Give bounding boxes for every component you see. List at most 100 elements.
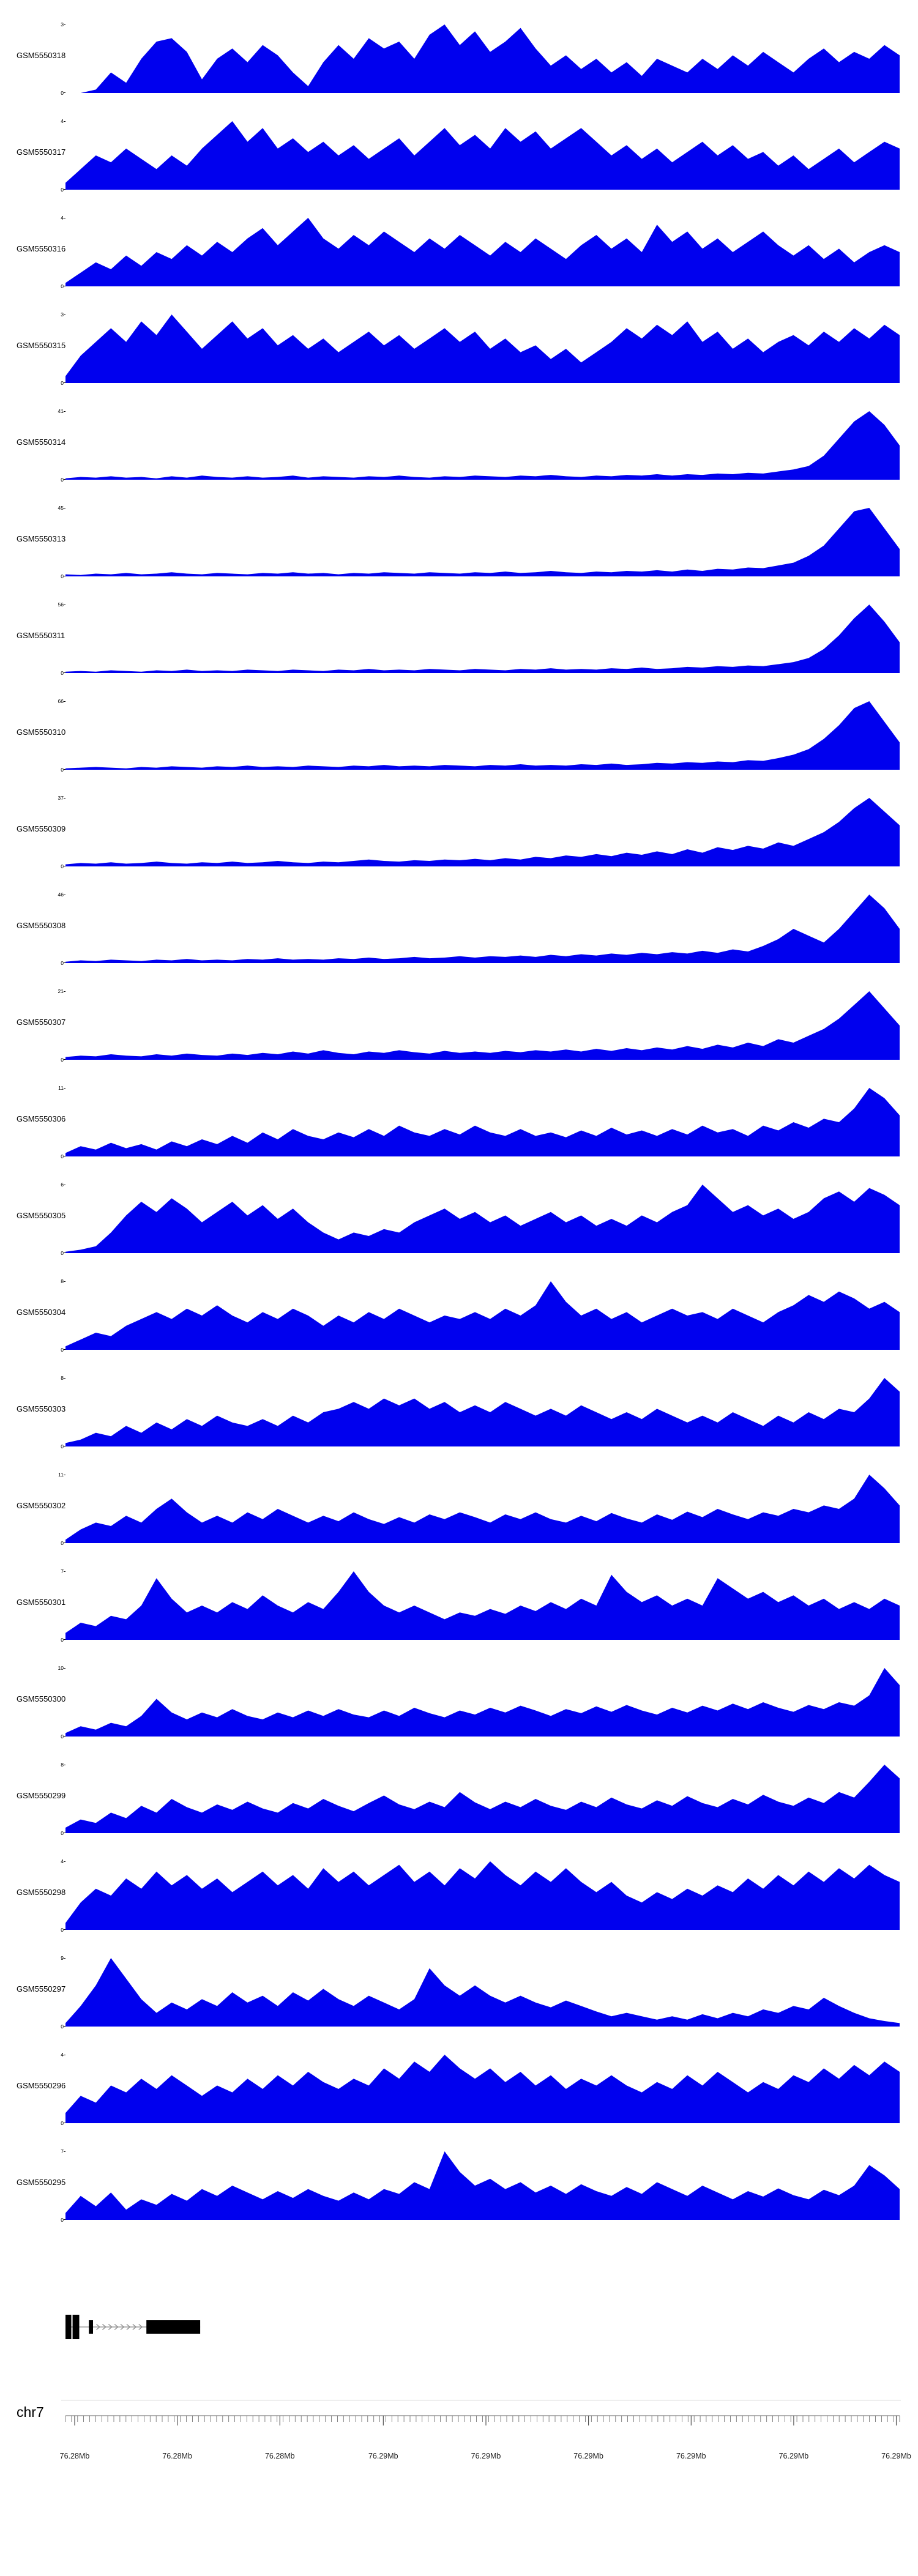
coverage-svg [65, 701, 900, 770]
coverage-svg [65, 1281, 900, 1350]
coverage-track-GSM5550310: GSM5550310 66 0 [0, 694, 918, 791]
y-max-label: 4 [61, 118, 64, 124]
coverage-svg [65, 798, 900, 866]
signal-area [65, 315, 900, 383]
y-zero-label: 0 [61, 1830, 64, 1836]
y-zero-label: 0 [61, 1249, 64, 1256]
track-y-axis: 46 0 [58, 892, 65, 966]
coverage-svg [65, 411, 900, 480]
y-zero-label: 0 [61, 283, 64, 289]
y-zero-label: 0 [61, 2023, 64, 2030]
y-max-label: 3 [61, 21, 64, 28]
track-y-axis: 37 0 [58, 795, 65, 869]
y-max-label: 11 [58, 1472, 64, 1478]
track-label: GSM5550298 [17, 1887, 66, 1897]
y-max-label: 8 [61, 1762, 64, 1768]
coverage-svg [65, 1765, 900, 1833]
svg-text:76.29Mb: 76.29Mb [471, 2452, 501, 2460]
track-label: GSM5550311 [17, 630, 65, 640]
y-max-label: 41 [58, 408, 64, 414]
y-max-label: 3 [61, 311, 64, 318]
coverage-svg [65, 1475, 900, 1543]
coverage-track-GSM5550300: GSM5550300 10 0 [0, 1661, 918, 1757]
track-label: GSM5550314 [17, 437, 66, 447]
track-label: GSM5550308 [17, 920, 66, 930]
track-y-axis: 66 0 [58, 698, 65, 773]
svg-text:76.28Mb: 76.28Mb [265, 2452, 295, 2460]
signal-area [65, 2151, 900, 2220]
y-zero-label: 0 [61, 186, 64, 193]
track-label: GSM5550302 [17, 1500, 66, 1510]
coverage-track-GSM5550318: GSM5550318 3 0 [0, 17, 918, 114]
coverage-svg [65, 895, 900, 963]
track-label: GSM5550295 [17, 2177, 66, 2187]
y-zero-label: 0 [61, 1733, 64, 1740]
y-max-label: 4 [61, 215, 64, 221]
signal-area [65, 1281, 900, 1350]
y-max-label: 45 [58, 505, 64, 511]
track-y-axis: 11 0 [58, 1085, 65, 1159]
track-y-axis: 56 0 [58, 602, 65, 676]
coverage-track-GSM5550304: GSM5550304 8 0 [0, 1274, 918, 1371]
coverage-track-GSM5550317: GSM5550317 4 0 [0, 114, 918, 210]
track-label: GSM5550303 [17, 1404, 66, 1413]
coverage-track-GSM5550295: GSM5550295 7 0 [0, 2144, 918, 2241]
y-max-label: 7 [61, 1568, 64, 1574]
track-y-axis: 11 0 [58, 1472, 65, 1546]
track-label: GSM5550315 [17, 340, 66, 350]
coverage-track-GSM5550297: GSM5550297 9 0 [0, 1951, 918, 2047]
signal-area [65, 991, 900, 1060]
coverage-svg [65, 24, 900, 93]
y-zero-label: 0 [61, 1056, 64, 1063]
track-label: GSM5550296 [17, 2080, 66, 2090]
y-zero-label: 0 [61, 1153, 64, 1160]
track-label: GSM5550301 [17, 1597, 66, 1607]
coverage-svg [65, 218, 900, 286]
coverage-track-GSM5550309: GSM5550309 37 0 [0, 791, 918, 887]
track-label: GSM5550305 [17, 1210, 66, 1220]
track-label: GSM5550318 [17, 50, 66, 60]
chromosome-label: chr7 [17, 2404, 44, 2420]
y-zero-label: 0 [61, 1926, 64, 1933]
y-zero-label: 0 [61, 959, 64, 966]
track-label: GSM5550297 [17, 1984, 66, 1993]
track-label: GSM5550309 [17, 824, 66, 833]
gene-model-svg [65, 2315, 201, 2339]
y-max-label: 21 [58, 988, 64, 994]
track-label: GSM5550299 [17, 1790, 66, 1800]
coverage-svg [65, 2055, 900, 2123]
svg-text:76.29Mb: 76.29Mb [676, 2452, 706, 2460]
coverage-svg [65, 1088, 900, 1156]
y-zero-label: 0 [61, 89, 64, 96]
y-max-label: 7 [61, 2148, 64, 2154]
coverage-track-GSM5550301: GSM5550301 7 0 [0, 1564, 918, 1661]
signal-area [65, 508, 900, 576]
coverage-svg [65, 2151, 900, 2220]
y-max-label: 66 [58, 698, 64, 704]
coverage-track-GSM5550298: GSM5550298 4 0 [0, 1854, 918, 1951]
coverage-track-GSM5550316: GSM5550316 4 0 [0, 210, 918, 307]
coverage-svg [65, 1668, 900, 1737]
y-zero-label: 0 [61, 1443, 64, 1450]
svg-text:76.29Mb: 76.29Mb [881, 2452, 911, 2460]
y-zero-label: 0 [61, 379, 64, 386]
coverage-track-GSM5550315: GSM5550315 3 0 [0, 307, 918, 404]
signal-area [65, 1571, 900, 1640]
track-y-axis: 21 0 [58, 988, 65, 1063]
signal-area [65, 1958, 900, 2027]
y-zero-label: 0 [61, 766, 64, 773]
signal-area [65, 1668, 900, 1737]
y-zero-label: 0 [61, 476, 64, 483]
coverage-track-GSM5550299: GSM5550299 8 0 [0, 1757, 918, 1854]
signal-area [65, 798, 900, 866]
coverage-svg [65, 1958, 900, 2027]
